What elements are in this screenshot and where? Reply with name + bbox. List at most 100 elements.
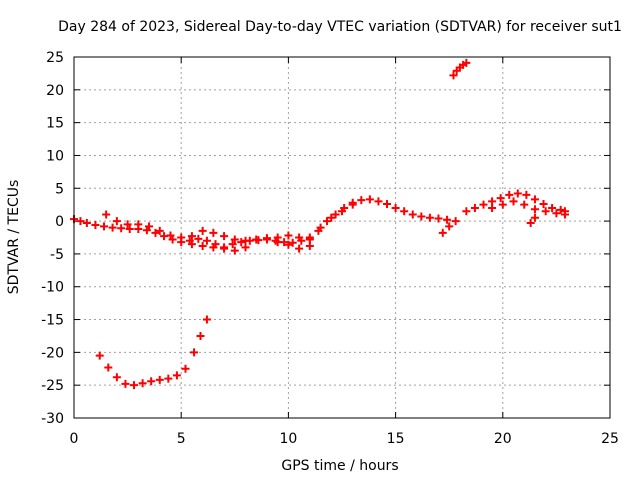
y-tick-label: 5 <box>55 181 64 197</box>
data-point <box>166 231 175 240</box>
plot-frame <box>73 56 611 419</box>
data-point <box>196 331 205 340</box>
x-tick-label: 15 <box>387 431 405 447</box>
data-point <box>552 209 561 218</box>
data-point <box>505 190 514 199</box>
data-point <box>449 71 458 80</box>
data-point <box>95 351 104 360</box>
data-point <box>357 196 366 205</box>
data-point <box>230 235 239 244</box>
data-point <box>496 194 505 203</box>
data-point <box>155 375 164 384</box>
data-point <box>316 223 325 232</box>
data-point <box>108 223 117 232</box>
data-point <box>391 203 400 212</box>
data-point <box>408 210 417 219</box>
data-point <box>155 226 164 235</box>
data-point <box>194 234 203 243</box>
data-point <box>462 58 471 67</box>
data-point <box>470 203 479 212</box>
data-point <box>76 217 85 226</box>
data-point <box>530 205 539 214</box>
y-tick-labels: -30 -25 -20 -15 -10 -5 0 5 10 15 20 25 <box>41 50 64 427</box>
y-tick-label: -5 <box>50 247 64 263</box>
grid <box>74 57 610 418</box>
y-tick-label: -25 <box>41 378 64 394</box>
data-point <box>209 228 218 237</box>
data-point <box>102 210 111 219</box>
data-point <box>438 228 447 237</box>
data-point <box>434 214 443 223</box>
data-point <box>100 222 109 231</box>
series-group <box>187 238 314 255</box>
data-point <box>295 244 304 253</box>
data-point <box>202 315 211 324</box>
data-point <box>305 242 314 251</box>
data-point <box>230 246 239 255</box>
data-point <box>145 222 154 231</box>
data-point <box>112 217 121 226</box>
y-tick-label: -20 <box>41 345 64 361</box>
data-point <box>338 207 346 216</box>
y-tick-label: -30 <box>41 411 64 427</box>
data-point <box>121 379 130 388</box>
data-point <box>548 203 557 212</box>
x-tick-label: 5 <box>177 431 186 447</box>
data-point <box>443 215 452 224</box>
data-point <box>451 217 460 226</box>
data-point <box>284 231 293 240</box>
data-point <box>509 197 518 206</box>
x-tick-label: 10 <box>279 431 297 447</box>
data-point <box>138 379 147 388</box>
data-point <box>123 220 132 229</box>
data-point <box>164 374 173 383</box>
series-group <box>438 213 539 237</box>
data-point <box>117 224 126 233</box>
series-group <box>102 200 357 245</box>
data-point <box>522 190 531 199</box>
x-tick-label: 25 <box>601 431 619 447</box>
data-point <box>241 243 250 252</box>
series-group <box>488 197 569 219</box>
data-point <box>539 200 548 209</box>
tick-marks <box>73 56 611 419</box>
chart-title: Day 284 of 2023, Sidereal Day-to-day VTE… <box>58 19 622 35</box>
data-point <box>400 207 409 216</box>
data-point <box>198 242 207 251</box>
data-point <box>295 233 304 242</box>
y-tick-label: 10 <box>46 148 64 164</box>
y-tick-label: -10 <box>41 280 64 296</box>
data-point <box>91 221 100 230</box>
data-point <box>513 189 522 198</box>
data-point <box>560 210 569 219</box>
data-point <box>147 377 156 386</box>
data-point <box>425 213 434 222</box>
x-tick-label: 0 <box>70 431 79 447</box>
data-point <box>383 200 392 209</box>
data-point <box>172 371 181 380</box>
series-group <box>70 195 460 252</box>
data-point <box>125 224 134 233</box>
data-point <box>417 212 426 221</box>
series-group <box>95 315 211 390</box>
data-point <box>228 240 237 249</box>
data-point <box>462 207 471 216</box>
data-point <box>322 217 331 226</box>
data-point <box>288 238 297 247</box>
data-point <box>151 228 160 237</box>
data-point <box>202 236 211 245</box>
data-point <box>134 220 143 229</box>
data-point <box>82 219 91 228</box>
data-point <box>187 240 196 249</box>
data-point <box>112 373 121 382</box>
data-point <box>181 364 190 373</box>
data-point <box>520 200 529 209</box>
y-tick-label: 15 <box>46 116 64 132</box>
data-point <box>104 363 113 372</box>
data-point <box>479 200 488 209</box>
data-point <box>331 210 340 219</box>
y-tick-label: 20 <box>46 83 64 99</box>
data-point <box>498 200 507 209</box>
data-point <box>445 222 454 231</box>
data-point <box>327 213 336 222</box>
